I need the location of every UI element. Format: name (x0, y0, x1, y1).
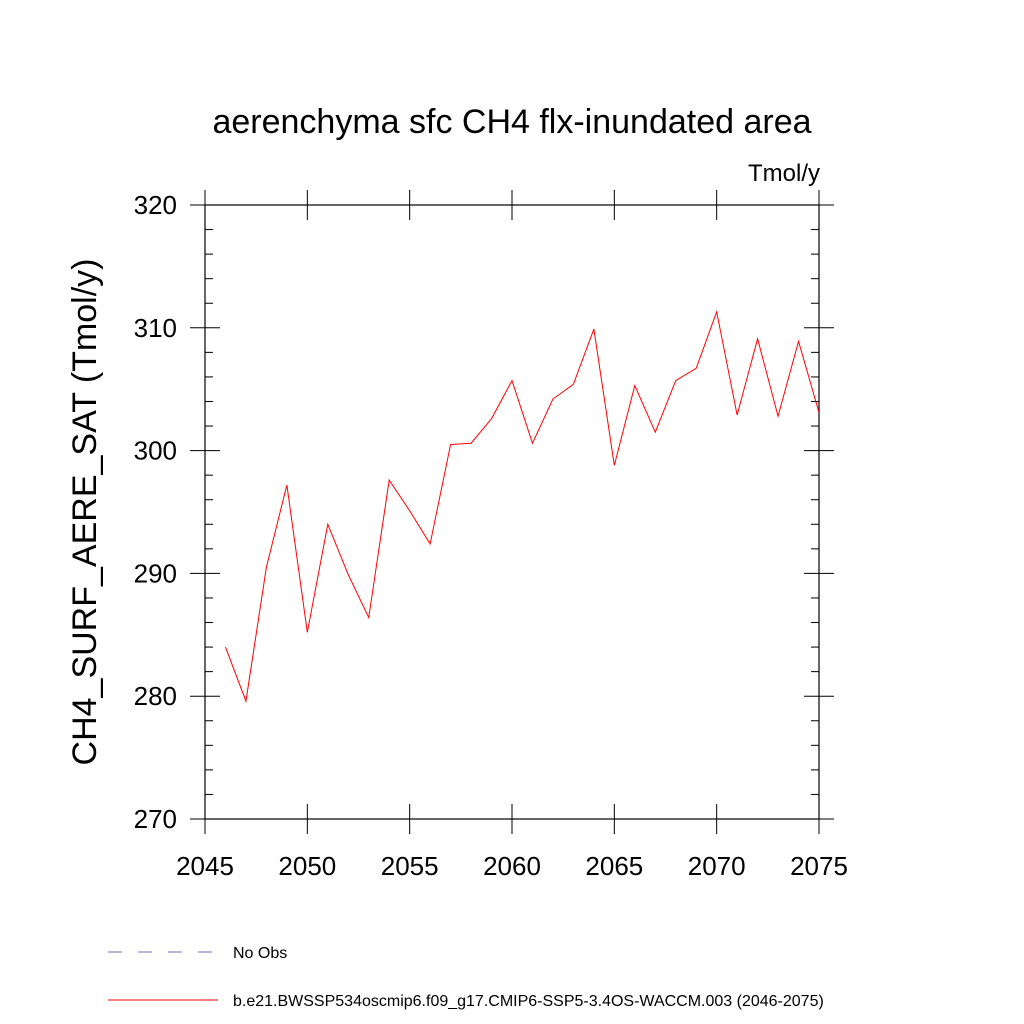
y-tick-label: 290 (134, 558, 177, 588)
units-label: Tmol/y (748, 160, 820, 187)
legend-label: No Obs (233, 945, 287, 962)
x-tick-label: 2055 (381, 851, 439, 881)
series-group (225, 309, 820, 704)
plot-frame (204, 204, 820, 820)
y-tick-label: 280 (134, 681, 177, 711)
y-tick-label: 300 (134, 436, 177, 466)
y-tick-label: 320 (134, 190, 177, 220)
axis-ticks (190, 190, 834, 834)
x-tick-label: 2050 (278, 851, 336, 881)
x-tick-label: 2045 (176, 851, 234, 881)
y-tick-label: 270 (134, 804, 177, 834)
series-line (225, 309, 820, 704)
x-tick-label: 2070 (688, 851, 746, 881)
x-tick-label: 2075 (790, 851, 848, 881)
chart-title: aerenchyma sfc CH4 flx-inundated area (212, 103, 811, 141)
axis-tick-labels: 2045 2050 2055 2060 2065 2070 2075 270 280 290 300… (134, 190, 848, 881)
y-axis-label: CH4_SURF_AERE_SAT (Tmol/y) (66, 259, 104, 766)
y-tick-label: 310 (134, 313, 177, 343)
x-tick-label: 2065 (585, 851, 643, 881)
x-tick-label: 2060 (483, 851, 541, 881)
legend-label: b.e21.BWSSP534oscmip6.f09_g17.CMIP6-SSP5… (233, 993, 824, 1010)
legend: No Obs b.e21.BWSSP534oscmip6.f09_g17.CMIP… (108, 945, 824, 1010)
